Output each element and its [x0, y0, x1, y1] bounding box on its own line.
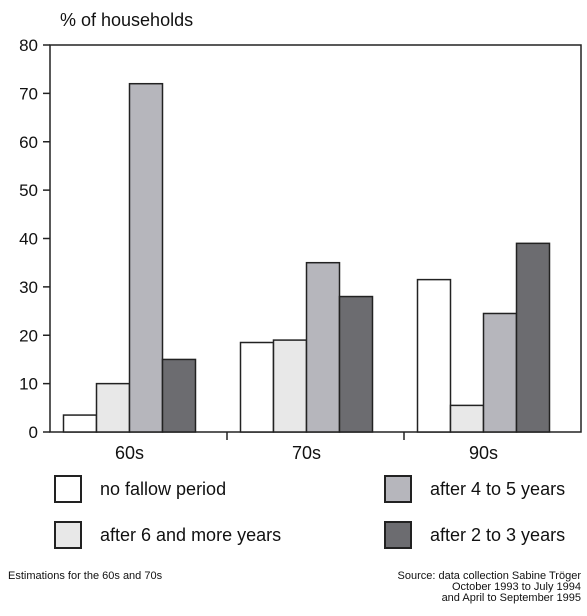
source-note: Source: data collection Sabine Tröger Oc… — [398, 571, 581, 604]
source-line: and April to September 1995 — [441, 592, 581, 604]
y-tick-label: 10 — [19, 375, 38, 394]
bar — [95, 382, 131, 433]
bar-chart: % of households 0 10 20 30 40 50 60 70 80 60s 70s 90… — [19, 10, 582, 463]
legend-label: after 6 and more years — [100, 524, 282, 545]
x-tick-label: 70s — [292, 443, 321, 463]
bar — [239, 341, 275, 433]
bar — [161, 358, 197, 433]
y-tick-label: 40 — [19, 230, 38, 249]
legend-swatch — [54, 521, 82, 549]
y-tick-label: 60 — [19, 133, 38, 152]
bar — [305, 261, 341, 433]
legend-swatch — [384, 475, 412, 503]
legend-swatch — [384, 521, 412, 549]
x-tick-label: 60s — [115, 443, 144, 463]
legend-swatch — [54, 475, 82, 503]
bar — [62, 414, 98, 433]
legend-item-after-4-to-5-years: after 4 to 5 years — [384, 475, 565, 503]
y-tick-label: 20 — [19, 326, 38, 345]
bar — [515, 242, 551, 433]
legend-item-after-6-and-more-years: after 6 and more years — [54, 521, 281, 549]
y-tick-label: 30 — [19, 278, 38, 297]
estimation-note: Estimations for the 60s and 70s — [8, 570, 163, 582]
legend-item-after-2-to-3-years: after 2 to 3 years — [384, 521, 565, 549]
bar — [338, 295, 374, 433]
legend-label: after 4 to 5 years — [430, 478, 566, 499]
y-axis-label: % of households — [60, 10, 193, 30]
y-tick-label: 50 — [19, 181, 38, 200]
bar — [482, 312, 518, 433]
bar — [416, 278, 452, 433]
bar — [272, 339, 308, 433]
legend-label: no fallow period — [100, 478, 227, 499]
source-line: October 1993 to July 1994 — [451, 581, 581, 593]
bar — [128, 82, 164, 433]
y-tick-label: 70 — [19, 84, 38, 103]
bar — [449, 404, 485, 433]
y-tick-label: 0 — [29, 423, 38, 442]
x-tick-label: 90s — [469, 443, 498, 463]
legend-label: after 2 to 3 years — [430, 524, 566, 545]
legend-item-no-fallow-period: no fallow period — [54, 475, 226, 503]
source-line: Source: data collection Sabine Tröger — [397, 570, 581, 582]
y-tick-label: 80 — [19, 36, 38, 55]
